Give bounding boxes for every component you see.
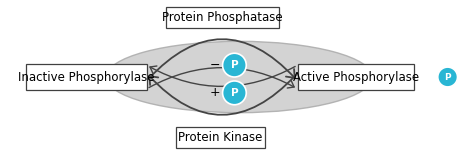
Ellipse shape [106, 41, 373, 113]
Circle shape [438, 67, 457, 87]
FancyBboxPatch shape [176, 126, 265, 148]
FancyArrowPatch shape [149, 75, 296, 115]
FancyArrowPatch shape [150, 66, 295, 86]
FancyArrowPatch shape [149, 68, 294, 88]
Text: Protein Phosphatase: Protein Phosphatase [162, 11, 283, 24]
Text: P: P [231, 60, 238, 70]
FancyBboxPatch shape [298, 64, 414, 90]
Text: Active Phosphorylase: Active Phosphorylase [293, 71, 419, 84]
Text: P: P [444, 73, 451, 82]
FancyArrowPatch shape [148, 39, 295, 79]
FancyBboxPatch shape [166, 7, 279, 29]
Text: P: P [231, 88, 238, 98]
Circle shape [223, 81, 246, 105]
Circle shape [223, 53, 246, 77]
Text: Inactive Phosphorylase: Inactive Phosphorylase [18, 71, 155, 84]
Text: −: − [210, 59, 220, 72]
FancyBboxPatch shape [26, 64, 146, 90]
Text: +: + [210, 86, 220, 99]
Text: Protein Kinase: Protein Kinase [178, 131, 263, 144]
